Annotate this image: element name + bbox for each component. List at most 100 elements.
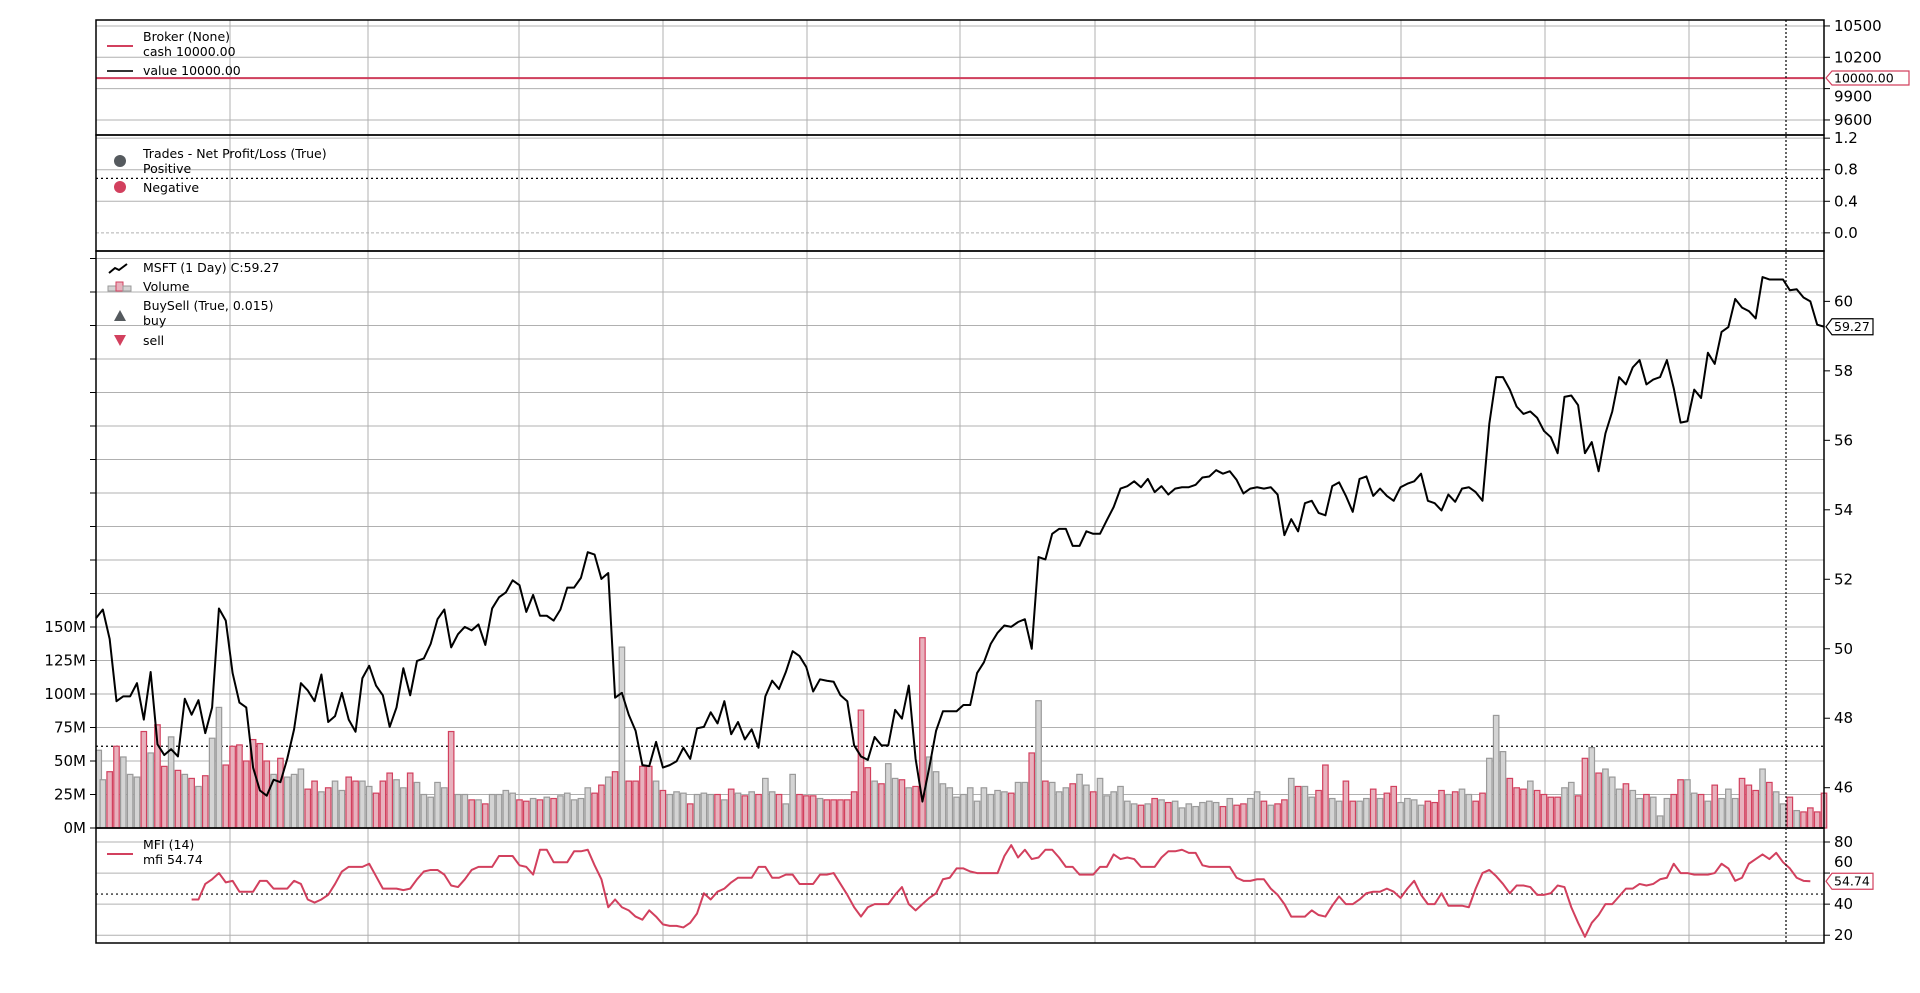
volume-bar <box>1164 801 1172 829</box>
volume-bar <box>1089 791 1097 829</box>
volume-bar <box>1602 768 1609 829</box>
volume-bar <box>1096 777 1104 829</box>
volume-bar <box>1137 804 1145 829</box>
volume-bar <box>1663 797 1671 829</box>
positive-marker-icon <box>114 155 126 167</box>
volume-bar <box>693 793 701 829</box>
volume-bar <box>1649 796 1657 829</box>
volume-bar <box>1383 792 1391 829</box>
negative-legend-label: Negative <box>143 180 199 195</box>
volume-bar <box>1253 791 1261 829</box>
line-chart-icon <box>108 263 128 274</box>
y-tick-label: 10500 <box>1834 17 1882 35</box>
panel-frame <box>95 827 1825 944</box>
volume-bar <box>898 779 906 829</box>
broker-value-tag: 10000.00 <box>1825 70 1910 86</box>
volume-bar <box>1369 788 1377 829</box>
volume-bar <box>434 781 441 829</box>
volume-bar <box>454 793 462 829</box>
volume-bar <box>816 797 824 829</box>
volume-bar <box>782 803 790 829</box>
volume-bar <box>1342 780 1350 829</box>
volume-bar <box>966 787 974 829</box>
volume-bar <box>1192 805 1199 829</box>
volume-bar <box>1520 788 1527 829</box>
marks-layer <box>95 20 1828 943</box>
volume-bar <box>516 799 523 829</box>
volume-bar <box>666 793 674 829</box>
volume-bar <box>1062 787 1070 829</box>
volume-bar <box>543 796 551 829</box>
volume-bar <box>1322 764 1329 829</box>
volume-bar <box>1725 788 1732 829</box>
volume-bar <box>591 792 598 829</box>
volume-bar <box>365 785 373 829</box>
volume-bar <box>1472 800 1479 829</box>
volume-bar <box>1001 791 1008 829</box>
volume-bar <box>1335 800 1343 829</box>
volume-bar <box>406 772 414 829</box>
close-price-tag-text: 59.27 <box>1834 319 1870 334</box>
volume-bar <box>1499 751 1507 829</box>
y-tick-label: 9600 <box>1834 111 1872 129</box>
sell-legend-label: sell <box>143 333 164 348</box>
volume-bar <box>1069 783 1077 829</box>
mfi-value-tag: 54.74 <box>1825 872 1874 890</box>
volume-bar <box>1083 784 1090 829</box>
volume-bar <box>441 787 448 829</box>
volume-bar <box>1793 809 1801 829</box>
volume-bar <box>1752 789 1760 829</box>
volume-bar <box>946 787 954 829</box>
volume-bar <box>1479 792 1486 829</box>
buysell-legend-title: BuySell (True, 0.015) <box>143 298 273 313</box>
volume-bar <box>809 795 817 829</box>
volume-bar <box>659 789 667 829</box>
volume-bar <box>147 752 154 829</box>
volume-bar <box>236 744 243 829</box>
volume-bar <box>1356 800 1363 829</box>
volume-bar <box>522 800 530 829</box>
volume-bar <box>1431 801 1439 829</box>
volume-bar <box>843 799 851 829</box>
cash-legend-label: cash 10000.00 <box>143 44 236 59</box>
volume-bar <box>1738 777 1746 829</box>
volume-bar <box>126 773 134 829</box>
mfi-legend-title: MFI (14) <box>143 837 194 852</box>
volume-bar <box>1711 784 1719 829</box>
volume-tick-label: 0M <box>64 819 87 837</box>
volume-bar <box>119 756 127 829</box>
volume-bar <box>837 799 844 829</box>
volume-bar <box>1417 804 1425 829</box>
volume-bar <box>1800 811 1807 829</box>
volume-bar <box>584 787 592 829</box>
volume-bar <box>1042 780 1049 829</box>
volume-bar <box>1199 801 1206 829</box>
volume-bar <box>680 792 687 829</box>
volume-bar <box>1376 797 1384 829</box>
volume-bar <box>1007 792 1015 829</box>
volume-tick-label: 75M <box>54 719 86 737</box>
y-tick-label: 60 <box>1834 292 1853 310</box>
volume-bar <box>242 760 250 829</box>
volume-bar <box>1158 799 1165 829</box>
volume-bar <box>352 780 359 829</box>
volume-bar <box>201 775 209 829</box>
volume-bar <box>488 793 496 829</box>
volume-bar <box>1643 793 1650 829</box>
volume-bar <box>222 764 230 829</box>
volume-bar <box>99 779 107 829</box>
volume-bar <box>953 796 960 829</box>
volume-bar <box>775 793 783 829</box>
volume-bar <box>570 799 578 829</box>
volume-bar <box>864 767 872 829</box>
volume-bar <box>1110 791 1118 829</box>
y-tick-label: 80 <box>1834 833 1853 851</box>
volume-bar <box>1219 805 1227 829</box>
volume-bar <box>427 796 435 829</box>
y-tick-label: 56 <box>1834 431 1853 449</box>
volume-bar <box>762 777 769 829</box>
y-tick-label: 0.8 <box>1834 161 1858 179</box>
symbol-legend-label: MSFT (1 Day) C:59.27 <box>143 260 279 275</box>
volume-bar <box>140 730 148 829</box>
